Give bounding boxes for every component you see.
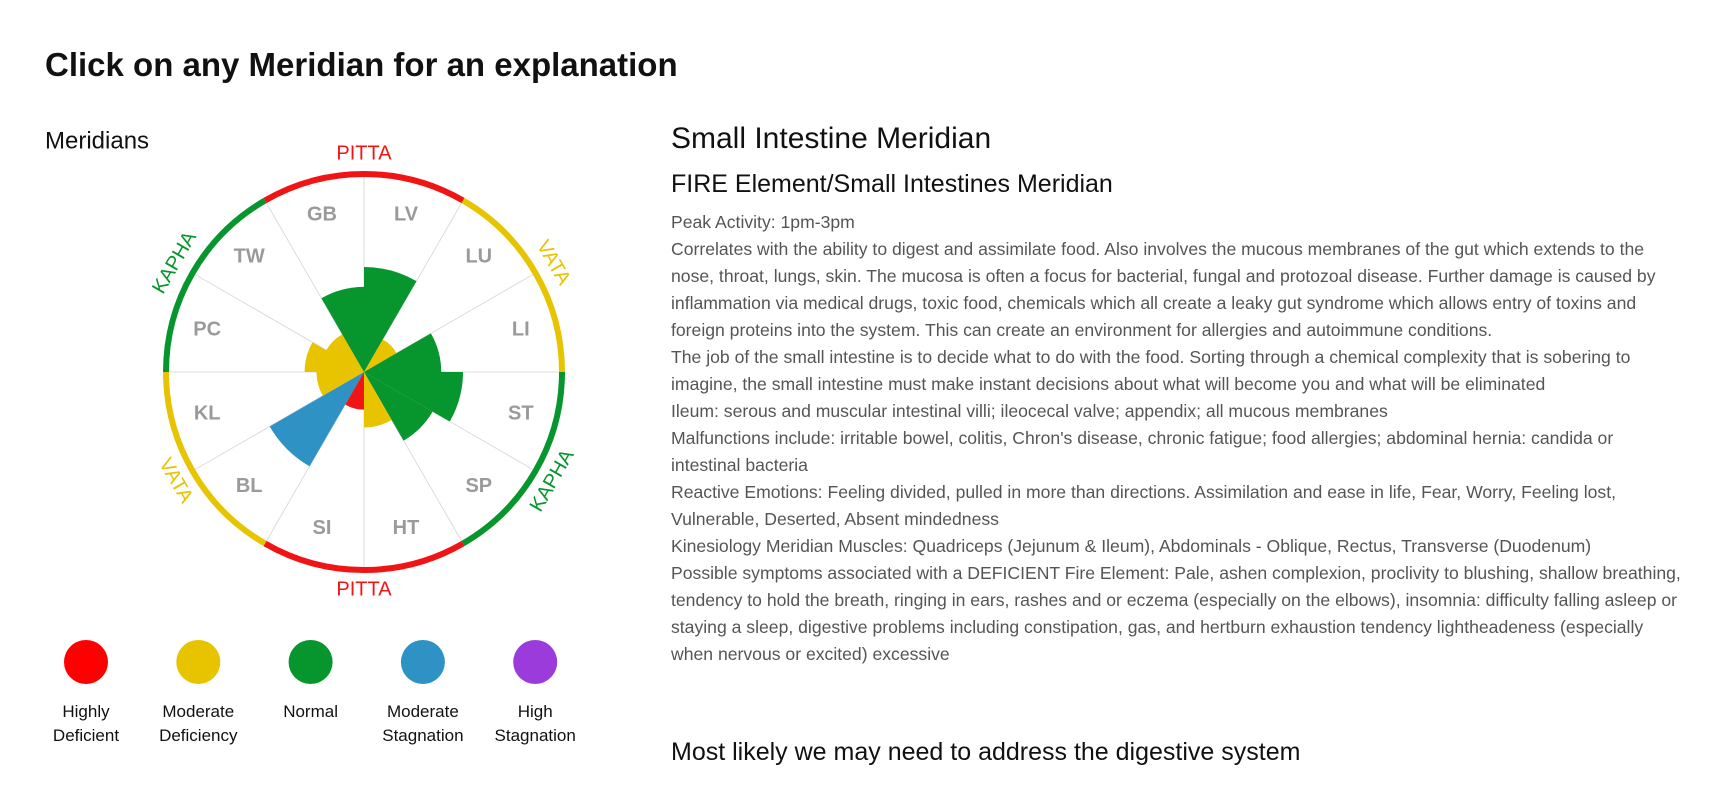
ring-arc [263, 540, 465, 573]
legend-swatch [64, 640, 108, 684]
legend-label: Moderate Stagnation [382, 702, 464, 745]
legend-label: High Stagnation [494, 702, 576, 745]
wedge[interactable] [304, 342, 364, 372]
page-title: Click on any Meridian for an explanation [45, 46, 678, 83]
meridian-label: ST [508, 402, 534, 424]
wedge[interactable] [364, 339, 397, 372]
legend-swatch [513, 640, 558, 684]
meridian-label: PC [193, 318, 221, 340]
ring-label: KAPHA [526, 445, 579, 515]
detail-panel: Small Intestine Meridian FIRE Element/Sm… [671, 122, 1686, 695]
ring-label: KAPHA [148, 227, 201, 297]
meridian-label: GB [307, 203, 337, 225]
paragraph: Ileum: serous and muscular intestinal vi… [671, 401, 1388, 421]
meridian-label: SP [465, 475, 492, 497]
wedge[interactable] [345, 372, 364, 410]
meridian-label: BL [236, 475, 263, 497]
wedge[interactable] [316, 372, 364, 396]
legend-label: Highly Deficient [52, 702, 120, 745]
wedge[interactable] [364, 372, 392, 428]
paragraph: The job of the small intestine is to dec… [671, 347, 1631, 394]
wedge[interactable] [326, 334, 364, 372]
legend-label: Normal [283, 702, 338, 721]
detail-subtitle: FIRE Element/Small Intestines Meridian [671, 170, 1113, 198]
paragraph: Peak Activity: 1pm-3pm [671, 212, 855, 232]
wedge[interactable] [364, 372, 463, 422]
ring-label: PITTA [336, 578, 392, 600]
legend-swatch [288, 640, 333, 684]
meridian-label: SI [313, 517, 332, 539]
conclusion: Most likely we may need to address the d… [671, 738, 1301, 766]
detail-title: Small Intestine Meridian [671, 122, 992, 155]
paragraph: Malfunctions include: irritable bowel, c… [671, 428, 1614, 475]
meridian-chart[interactable]: Meridians LVLULISTSPHTSIBLKLPCTWGBPITTAV… [0, 0, 620, 800]
paragraph: Possible symptoms associated with a DEFI… [671, 563, 1681, 664]
ring-arc [461, 197, 565, 373]
wedge[interactable] [364, 372, 433, 441]
meridian-label: LI [512, 318, 530, 340]
meridian-label: LU [465, 245, 492, 267]
paragraph: Correlates with the ability to digest an… [671, 239, 1656, 340]
paragraph: Kinesiology Meridian Muscles: Quadriceps… [671, 536, 1592, 556]
legend-label: Moderate Deficiency [159, 702, 238, 745]
legend-swatch [400, 640, 445, 684]
wedge[interactable] [269, 372, 364, 467]
wedge[interactable] [364, 267, 417, 372]
ring-arc [163, 371, 267, 547]
legend-swatch [176, 640, 221, 684]
detail-body: Peak Activity: 1pm-3pm Correlates with th… [671, 209, 1686, 695]
meridian-label: KL [194, 402, 221, 424]
wedge[interactable] [364, 333, 442, 372]
ring-arc [163, 197, 267, 373]
ring-label: PITTA [336, 142, 392, 164]
ring-arc [461, 371, 565, 547]
wedge[interactable] [321, 286, 364, 372]
meridian-label: TW [234, 245, 265, 267]
chart-title: Meridians [45, 127, 149, 154]
meridian-label: LV [394, 203, 419, 225]
ring-arc [263, 171, 465, 204]
paragraph: Reactive Emotions: Feeling divided, pull… [671, 482, 1616, 529]
meridian-label: HT [393, 517, 420, 539]
